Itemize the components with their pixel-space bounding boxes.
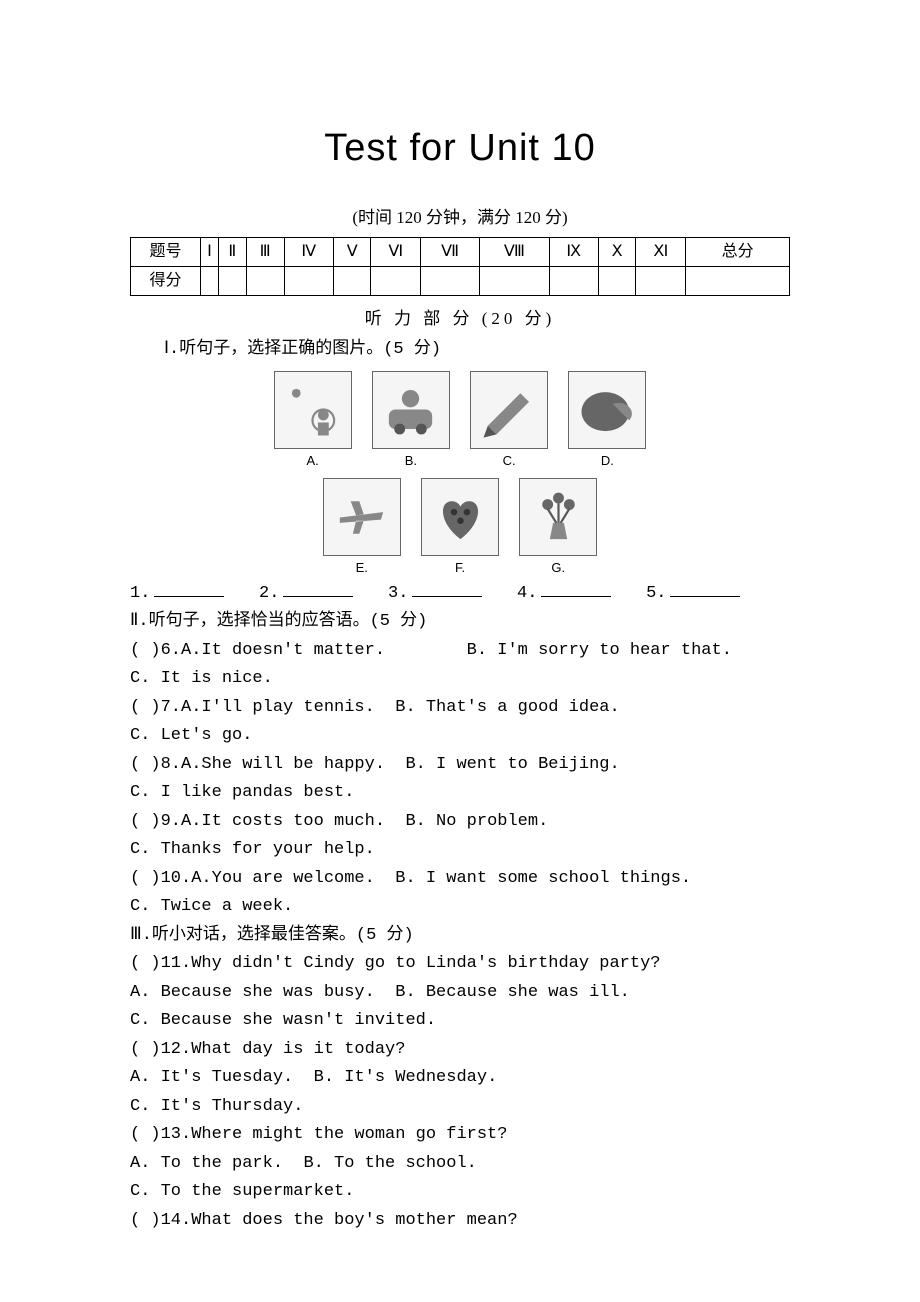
- image-label: B.: [372, 451, 450, 471]
- image-label: E.: [323, 558, 401, 578]
- image-label: G.: [519, 558, 597, 578]
- question-line: A. It's Tuesday. B. It's Wednesday.: [130, 1065, 790, 1091]
- score-cell: [420, 266, 479, 295]
- col-header: Ⅵ: [371, 237, 420, 266]
- blank-label: 1.: [130, 584, 150, 603]
- table-row: 题号 Ⅰ Ⅱ Ⅲ Ⅳ Ⅴ Ⅵ Ⅶ Ⅷ Ⅸ Ⅹ Ⅺ 总分: [131, 237, 790, 266]
- col-header: Ⅶ: [420, 237, 479, 266]
- image-option-f: F.: [421, 478, 499, 578]
- col-header: Ⅴ: [333, 237, 371, 266]
- col-header: Ⅲ: [246, 237, 284, 266]
- question-line: A. Because she was busy. B. Because she …: [130, 980, 790, 1006]
- music-girl-icon: [280, 377, 345, 442]
- image-label: D.: [568, 451, 646, 471]
- answer-blank[interactable]: [283, 596, 353, 597]
- col-header: Ⅹ: [598, 237, 636, 266]
- question-line: ( )7.A.I'll play tennis. B. That's a goo…: [130, 695, 790, 721]
- blank-label: 4.: [517, 584, 537, 603]
- listening-section-header: 听 力 部 分 (20 分): [130, 306, 790, 332]
- question-line: ( )11.Why didn't Cindy go to Linda's bir…: [130, 951, 790, 977]
- col-header: Ⅳ: [284, 237, 333, 266]
- score-cell: [218, 266, 246, 295]
- section2-title: Ⅱ.听句子，选择恰当的应答语。(5 分): [130, 609, 790, 635]
- fill-blank-row: 1. 2. 3. 4. 5.: [130, 581, 790, 607]
- blank-label: 5.: [646, 584, 666, 603]
- score-cell: [636, 266, 686, 295]
- answer-blank[interactable]: [670, 596, 740, 597]
- question-line: C. Because she wasn't invited.: [130, 1008, 790, 1034]
- col-header: Ⅰ: [201, 237, 219, 266]
- blank-label: 3.: [388, 584, 408, 603]
- col-header: 总分: [686, 237, 790, 266]
- table-row: 得分: [131, 266, 790, 295]
- answer-blank[interactable]: [541, 596, 611, 597]
- col-header: Ⅸ: [549, 237, 598, 266]
- score-cell: [598, 266, 636, 295]
- question-line: ( )14.What does the boy's mother mean?: [130, 1208, 790, 1234]
- score-cell: [480, 266, 549, 295]
- question-line: ( )13.Where might the woman go first?: [130, 1122, 790, 1148]
- image-option-c: C.: [470, 371, 548, 471]
- answer-blank[interactable]: [154, 596, 224, 597]
- question-line: C. Let's go.: [130, 723, 790, 749]
- score-cell: [246, 266, 284, 295]
- score-cell: [686, 266, 790, 295]
- score-cell: [284, 266, 333, 295]
- image-row-1: A. B. C. D.: [130, 371, 790, 471]
- image-option-b: B.: [372, 371, 450, 471]
- car-driver-icon: [378, 377, 443, 442]
- image-option-d: D.: [568, 371, 646, 471]
- row-label: 得分: [131, 266, 201, 295]
- answer-blank[interactable]: [412, 596, 482, 597]
- image-row-2: E. F. G.: [130, 478, 790, 578]
- question-line: ( )10.A.You are welcome. B. I want some …: [130, 866, 790, 892]
- question-line: C. Thanks for your help.: [130, 837, 790, 863]
- question-line: ( )12.What day is it today?: [130, 1037, 790, 1063]
- col-header: Ⅷ: [480, 237, 549, 266]
- heart-chocolate-icon: [428, 485, 493, 550]
- flower-vase-icon: [526, 485, 591, 550]
- blank-label: 2.: [259, 584, 279, 603]
- question-line: C. I like pandas best.: [130, 780, 790, 806]
- image-label: A.: [274, 451, 352, 471]
- image-option-a: A.: [274, 371, 352, 471]
- pencil-icon: [477, 377, 542, 442]
- image-label: C.: [470, 451, 548, 471]
- section1-title: Ⅰ.听句子，选择正确的图片。(5 分): [130, 337, 790, 363]
- question-line: A. To the park. B. To the school.: [130, 1151, 790, 1177]
- image-option-g: G.: [519, 478, 597, 578]
- score-cell: [371, 266, 420, 295]
- watermelon-icon: [575, 377, 640, 442]
- score-cell: [549, 266, 598, 295]
- question-line: C. It is nice.: [130, 666, 790, 692]
- question-line: C. It's Thursday.: [130, 1094, 790, 1120]
- question-line: ( )8.A.She will be happy. B. I went to B…: [130, 752, 790, 778]
- image-label: F.: [421, 558, 499, 578]
- col-header: Ⅱ: [218, 237, 246, 266]
- score-cell: [201, 266, 219, 295]
- col-header: Ⅺ: [636, 237, 686, 266]
- page-subtitle: (时间 120 分钟，满分 120 分): [130, 205, 790, 231]
- question-line: ( )6.A.It doesn't matter. B. I'm sorry t…: [130, 638, 790, 664]
- score-cell: [333, 266, 371, 295]
- question-line: C. To the supermarket.: [130, 1179, 790, 1205]
- question-line: C. Twice a week.: [130, 894, 790, 920]
- row-label: 题号: [131, 237, 201, 266]
- airplane-icon: [329, 485, 394, 550]
- image-option-e: E.: [323, 478, 401, 578]
- score-table: 题号 Ⅰ Ⅱ Ⅲ Ⅳ Ⅴ Ⅵ Ⅶ Ⅷ Ⅸ Ⅹ Ⅺ 总分 得分: [130, 237, 790, 296]
- question-line: ( )9.A.It costs too much. B. No problem.: [130, 809, 790, 835]
- page-title: Test for Unit 10: [130, 120, 790, 177]
- section3-title: Ⅲ.听小对话，选择最佳答案。(5 分): [130, 923, 790, 949]
